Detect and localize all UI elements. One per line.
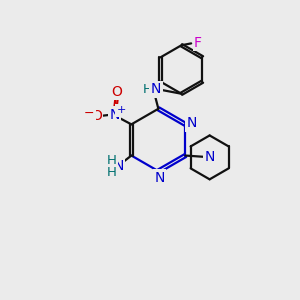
Text: O: O xyxy=(91,109,102,123)
Text: O: O xyxy=(111,85,122,99)
Text: N: N xyxy=(204,150,215,164)
Text: N: N xyxy=(110,108,120,122)
Text: H: H xyxy=(142,82,152,96)
Text: N: N xyxy=(187,116,197,130)
Text: −: − xyxy=(84,106,94,119)
Text: N: N xyxy=(114,159,124,173)
Text: N: N xyxy=(154,171,165,184)
Text: H: H xyxy=(106,154,116,167)
Text: F: F xyxy=(194,36,202,50)
Text: N: N xyxy=(151,82,161,96)
Text: +: + xyxy=(116,106,126,116)
Text: H: H xyxy=(106,166,116,179)
